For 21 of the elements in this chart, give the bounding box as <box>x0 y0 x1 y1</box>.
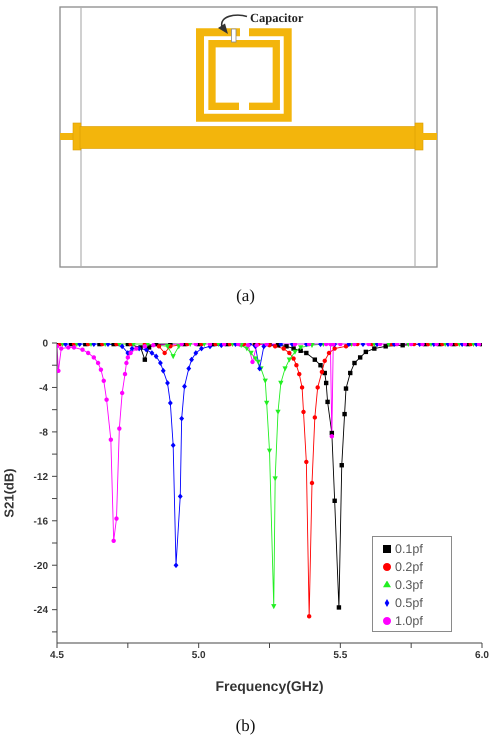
x-tick-label: 5.0 <box>192 650 206 662</box>
y-tick-label: -4 <box>39 382 48 394</box>
text: (a) <box>235 286 256 306</box>
legend-label: 0.2pf <box>395 560 423 574</box>
y-tick-label: 0 <box>42 338 48 350</box>
x-tick-label: 6.0 <box>475 650 490 662</box>
y-axis-title: S21(dB) <box>2 468 17 518</box>
text: (b) <box>234 716 256 736</box>
y-tick-label: -16 <box>34 516 48 528</box>
x-tick-label: 5.5 <box>333 650 348 662</box>
legend-label: 0.5pf <box>395 596 423 610</box>
legend-label: 1.0pf <box>395 614 423 628</box>
x-tick-label: 4.5 <box>50 650 64 662</box>
y-tick-label: -8 <box>39 427 48 438</box>
legend-label: 0.1pf <box>395 542 423 556</box>
y-tick-label: -24 <box>34 605 48 616</box>
y-tick-label: -20 <box>34 560 48 572</box>
text: Capacitor <box>250 11 304 25</box>
legend-label: 0.3pf <box>395 578 423 592</box>
y-tick-label: -12 <box>34 472 48 483</box>
x-axis-title: Frequency(GHz) <box>215 678 324 694</box>
